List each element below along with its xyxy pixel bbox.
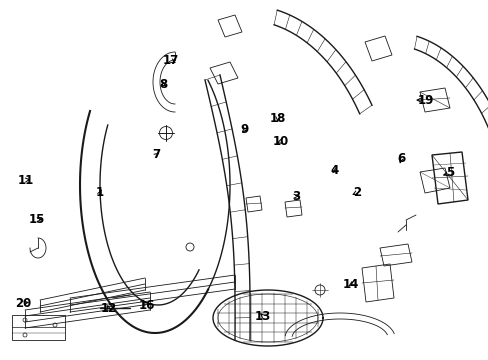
Text: 4: 4 [330,165,338,177]
Text: 18: 18 [269,112,285,125]
Text: 6: 6 [396,152,404,165]
Text: 15: 15 [28,213,45,226]
Text: 2: 2 [352,186,360,199]
Text: 7: 7 [152,148,160,161]
Text: 20: 20 [15,297,32,310]
Text: 13: 13 [254,310,271,323]
Text: 3: 3 [291,190,299,203]
Text: 9: 9 [240,123,248,136]
Text: 17: 17 [163,54,179,67]
Text: 5: 5 [445,166,453,179]
Text: 8: 8 [160,78,167,91]
Text: 1: 1 [96,186,104,199]
Text: 12: 12 [100,302,117,315]
Text: 19: 19 [416,94,433,107]
Text: 10: 10 [272,135,289,148]
Text: 11: 11 [17,174,34,186]
Text: 14: 14 [342,278,359,291]
Text: 16: 16 [138,299,155,312]
